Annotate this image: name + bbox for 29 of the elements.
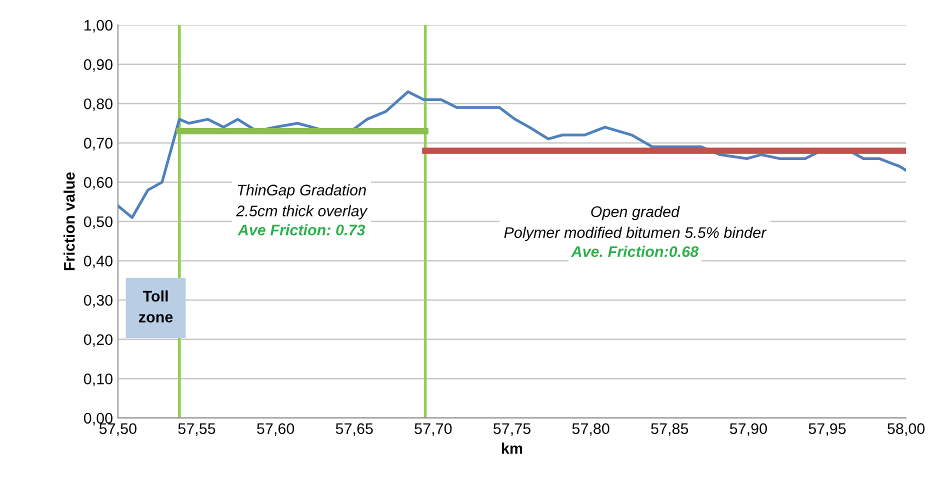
y-tick-label: 0,80 <box>84 98 112 112</box>
x-tick-label: 57,70 <box>414 423 452 436</box>
annotation: Ave Friction: 0.73 <box>238 224 366 236</box>
annotation: Open graded Polymer modified bitumen 5.5% binder <box>504 206 767 242</box>
x-tick-label: 57,90 <box>730 423 767 436</box>
annotation: Toll zone <box>138 290 173 322</box>
x-tick-label: 57,60 <box>257 423 294 436</box>
x-tick-label: 57,50 <box>99 423 136 436</box>
x-tick-label: 57,95 <box>808 423 846 436</box>
x-tick-label: 57,55 <box>178 423 216 436</box>
annotation: Ave. Friction:0.68 <box>570 246 699 258</box>
x-tick-label: 57,85 <box>651 423 688 436</box>
x-tick-label: 57,65 <box>336 423 373 436</box>
y-tick-label: 0,10 <box>84 374 112 386</box>
x-tick-label: 57,80 <box>572 423 610 436</box>
y-tick-label: 1,00 <box>84 20 112 32</box>
y-tick-label: 0,00 <box>84 412 112 426</box>
annotation: ThinGap Gradation 2.5cm thick overlay <box>236 184 368 220</box>
y-tick-label: 0,60 <box>84 177 112 190</box>
x-axis-title: km <box>502 442 522 454</box>
y-tick-label: 0,30 <box>84 294 112 308</box>
y-tick-label: 0,70 <box>84 138 112 150</box>
y-tick-label: 0,20 <box>84 334 112 347</box>
y-tick-label: 0,40 <box>84 256 112 268</box>
x-tick-label: 57,75 <box>493 423 530 436</box>
y-tick-label: 0,90 <box>84 59 112 72</box>
x-tick-label: 58,00 <box>888 423 925 436</box>
y-axis-title: Friction value <box>64 172 75 270</box>
y-tick-label: 0,50 <box>84 216 112 229</box>
